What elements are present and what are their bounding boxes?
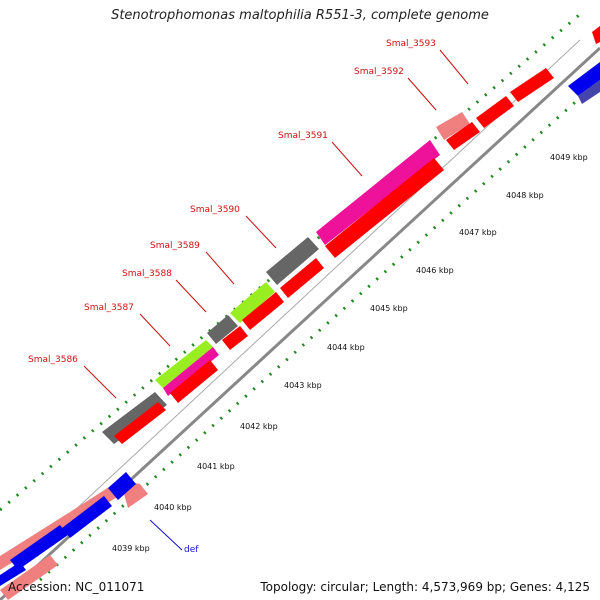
kbp-label-4048: 4048 kbp bbox=[506, 191, 544, 200]
gene-smal-3591[interactable] bbox=[316, 140, 440, 245]
gene-blue-3[interactable] bbox=[108, 472, 136, 500]
gene-red-lower-7[interactable] bbox=[446, 122, 480, 150]
gene-upper-top-right[interactable] bbox=[592, 26, 600, 44]
gene-label-smal-3586: Smal_3586 bbox=[28, 355, 78, 365]
leader-smal-3588 bbox=[175, 279, 207, 313]
gene-smal-3587-inner[interactable] bbox=[163, 347, 219, 396]
gene-blue-2[interactable] bbox=[62, 496, 112, 538]
leader-def bbox=[149, 519, 183, 551]
gene-smal-3586[interactable] bbox=[102, 392, 167, 444]
leader-smal-3590 bbox=[245, 215, 277, 249]
gene-pink-4[interactable] bbox=[0, 555, 58, 600]
leader-smal-3592 bbox=[407, 77, 437, 111]
gene-red-lower-2[interactable] bbox=[170, 360, 218, 403]
genome-backbone-inner bbox=[0, 39, 581, 581]
gene-smal-3590[interactable] bbox=[266, 237, 319, 285]
kbp-label-4043: 4043 kbp bbox=[284, 381, 322, 390]
gene-label-smal-3587: Smal_3587 bbox=[84, 303, 134, 313]
gene-red-lower-3[interactable] bbox=[222, 326, 248, 350]
leader-smal-3591 bbox=[331, 141, 363, 177]
gene-smal-3589[interactable] bbox=[230, 282, 275, 323]
gene-label-smal-3589: Smal_3589 bbox=[150, 241, 200, 251]
kbp-label-4041: 4041 kbp bbox=[197, 462, 235, 471]
kbp-label-4049: 4049 kbp bbox=[550, 153, 588, 162]
gene-upper-far-right[interactable] bbox=[578, 80, 600, 104]
gene-label-smal-3592: Smal_3592 bbox=[354, 67, 404, 77]
gene-red-lower-6[interactable] bbox=[325, 158, 444, 258]
gene-red-lower-4[interactable] bbox=[242, 292, 284, 330]
kbp-label-4044: 4044 kbp bbox=[327, 343, 365, 352]
topology-label: Topology: circular; Length: 4,573,969 bp… bbox=[260, 580, 590, 594]
map-title: Stenotrophomonas maltophilia R551-3, com… bbox=[111, 8, 489, 23]
kbp-label-4039: 4039 kbp bbox=[112, 544, 150, 553]
leader-smal-3587 bbox=[139, 313, 171, 347]
gene-smal-3592[interactable] bbox=[436, 112, 470, 140]
gene-blue-1[interactable] bbox=[10, 525, 68, 570]
gene-smal-3587[interactable] bbox=[155, 340, 213, 388]
leader-smal-3586 bbox=[83, 365, 117, 399]
kbp-label-4042: 4042 kbp bbox=[240, 422, 278, 431]
gene-red-lower-5[interactable] bbox=[280, 258, 324, 298]
gene-blue-4[interactable] bbox=[0, 562, 26, 586]
gene-red-lower-8[interactable] bbox=[476, 96, 514, 128]
gene-red-lower-9[interactable] bbox=[510, 68, 554, 102]
kbp-label-4040: 4040 kbp bbox=[154, 503, 192, 512]
inner-tick-row bbox=[39, 78, 600, 582]
leader-smal-3589 bbox=[205, 251, 235, 285]
gene-label-smal-3593: Smal_3593 bbox=[386, 39, 436, 49]
gene-upper-right-blue[interactable] bbox=[568, 62, 600, 96]
kbp-label-4046: 4046 kbp bbox=[416, 266, 454, 275]
gene-label-def: def bbox=[184, 545, 199, 555]
gene-label-smal-3590: Smal_3590 bbox=[190, 205, 240, 215]
kbp-label-4045: 4045 kbp bbox=[370, 304, 408, 313]
gene-label-smal-3591: Smal_3591 bbox=[278, 131, 328, 141]
gene-smal-3588[interactable] bbox=[207, 315, 238, 344]
accession-label: Accession: NC_011071 bbox=[8, 580, 145, 594]
kbp-label-4047: 4047 kbp bbox=[459, 228, 497, 237]
gene-label-smal-3588: Smal_3588 bbox=[122, 269, 172, 279]
leader-smal-3593 bbox=[439, 49, 469, 85]
gene-red-lower-1[interactable] bbox=[114, 402, 166, 444]
